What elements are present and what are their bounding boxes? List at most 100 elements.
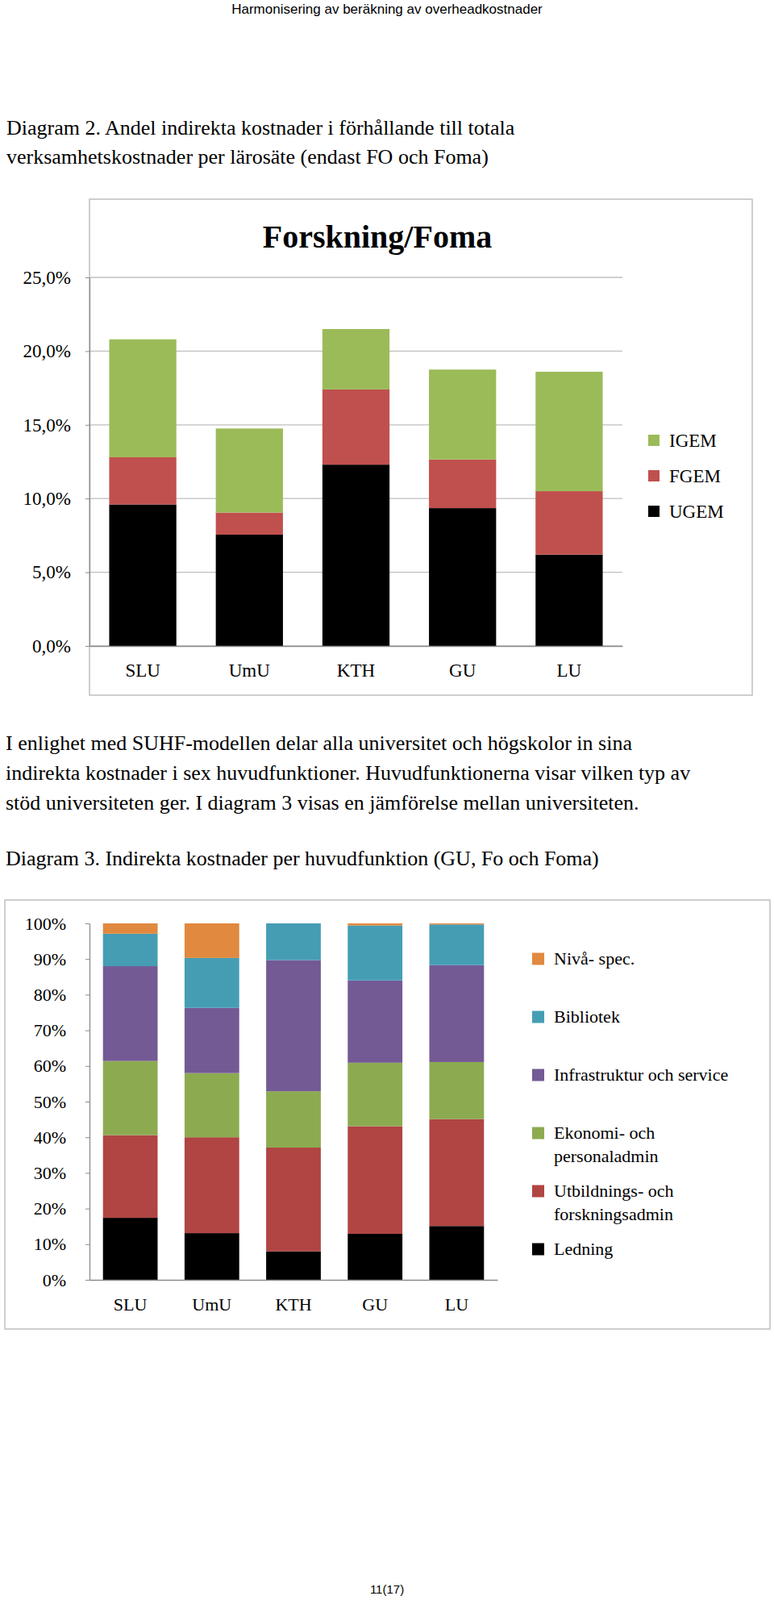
y-tick-label: 25,0%: [23, 267, 71, 288]
legend: Nivå- spec.BibliotekInfrastruktur och se…: [532, 948, 729, 1259]
y-tick-label: 15,0%: [23, 415, 71, 436]
legend-swatch: [648, 434, 660, 446]
y-tick-label: 50%: [33, 1091, 67, 1112]
y-tick-mark: [85, 277, 90, 279]
paragraph-line: I enlighet med SUHF-modellen delar alla …: [5, 731, 633, 755]
y-tick-mark: [85, 572, 90, 574]
y-tick: 10%: [33, 1233, 90, 1254]
bar-segment: [347, 923, 403, 926]
bar-segment: [428, 1061, 484, 1120]
y-tick-mark: [85, 1101, 90, 1103]
bar-segment: [108, 339, 176, 458]
page-number: 11(17): [370, 1581, 404, 1596]
legend-label-line: FGEM: [669, 466, 721, 487]
bar-segment: [428, 369, 496, 460]
bar-segment: [347, 1233, 403, 1280]
bar-segment: [266, 923, 321, 961]
x-tick: UmU: [228, 660, 271, 681]
bar-segment: [535, 371, 603, 492]
x-axis: SLUUmUKTHGULU: [90, 1280, 499, 1315]
y-tick-label: 10%: [33, 1233, 67, 1254]
legend-label-line: Bibliotek: [553, 1006, 621, 1027]
y-tick: 10,0%: [23, 488, 90, 509]
bar-segment: [535, 554, 603, 646]
bar-segment: [428, 1119, 484, 1227]
bar-segment: [428, 965, 484, 1062]
bar-segment: [184, 1136, 240, 1233]
x-axis-line: [90, 645, 624, 647]
bar-segment: [103, 1217, 159, 1280]
bar-segment: [103, 933, 159, 966]
x-tick-label: SLU: [113, 1294, 148, 1315]
bar-segment: [266, 1090, 321, 1148]
y-tick-label: 40%: [33, 1127, 67, 1148]
bar-segment: [322, 328, 390, 390]
y-tick-label: 20,0%: [23, 341, 71, 362]
y-tick-mark: [85, 424, 90, 426]
y-tick-label: 0,0%: [32, 636, 71, 657]
legend-label-line: Utbildnings- och: [553, 1180, 675, 1201]
x-tick: GU: [362, 1294, 388, 1315]
legend-label: FGEM: [669, 466, 721, 487]
x-tick: GU: [449, 660, 477, 681]
bar-segment: [535, 491, 603, 555]
legend-label: IGEM: [669, 430, 717, 451]
legend-label: Nivå- spec.: [553, 948, 635, 969]
x-tick-label: KTH: [337, 660, 375, 681]
y-tick-mark: [85, 1030, 90, 1032]
bar-segment: [428, 507, 496, 646]
x-tick-label: UmU: [191, 1294, 232, 1315]
y-tick: 0,0%: [32, 636, 90, 657]
paragraph-line: stöd universiteten ger. I diagram 3 visa…: [5, 790, 640, 815]
legend-label: Utbildnings- ochforskningsadmin: [553, 1180, 675, 1224]
legend-swatch: [532, 1185, 545, 1198]
x-tick-label: GU: [362, 1294, 388, 1315]
y-tick-label: 90%: [33, 948, 67, 970]
y-tick: 50%: [33, 1091, 90, 1112]
y-tick: 15,0%: [23, 415, 90, 436]
y-tick-label: 10,0%: [23, 488, 71, 509]
bar-segment: [216, 512, 283, 535]
y-tick-label: 30%: [33, 1162, 67, 1183]
caption: Diagram 2. Andel indirekta kostnader i f…: [6, 116, 516, 140]
y-tick: 5,0%: [32, 561, 90, 583]
bar-segment: [347, 1125, 403, 1233]
y-tick-label: 80%: [33, 984, 67, 1005]
legend-swatch: [532, 952, 545, 966]
y-tick-label: 5,0%: [32, 561, 71, 583]
y-axis-line: [89, 923, 91, 1281]
bar-segment: [184, 1073, 240, 1138]
x-tick: SLU: [124, 660, 161, 681]
legend-label: UGEM: [669, 501, 725, 522]
y-tick-mark: [85, 958, 90, 960]
y-tick-label: 100%: [24, 913, 67, 934]
x-tick-label: GU: [449, 660, 477, 681]
legend-label-line: Ledning: [553, 1238, 613, 1259]
x-tick-label: LU: [557, 660, 583, 681]
chart-title: Forskning/Foma: [262, 218, 492, 255]
y-tick: 100%: [24, 913, 90, 934]
x-tick: LU: [445, 1294, 469, 1315]
legend-swatch: [648, 505, 660, 517]
bar-segment: [266, 960, 321, 1092]
y-tick-mark: [85, 1208, 90, 1210]
bar-segment: [108, 457, 176, 504]
bar-segment: [347, 980, 403, 1063]
y-tick: 0%: [42, 1269, 90, 1290]
chart: 0%10%20%30%40%50%60%70%80%90%100%SLUUmUK…: [4, 899, 770, 1329]
bars: [103, 923, 485, 1280]
page-header: Harmonisering av beräkning av overheadko…: [231, 1, 543, 17]
x-tick: SLU: [113, 1294, 148, 1315]
x-tick: UmU: [191, 1294, 232, 1315]
y-tick: 25,0%: [23, 267, 90, 288]
y-tick: 20,0%: [23, 341, 90, 362]
bar-segment: [216, 428, 283, 512]
x-tick: KTH: [337, 660, 375, 681]
y-tick-mark: [85, 1244, 90, 1245]
bar-segment: [103, 1135, 159, 1219]
y-tick: 90%: [33, 948, 90, 970]
bar-segment: [103, 965, 159, 1062]
y-tick-mark: [85, 350, 90, 352]
grid: [89, 277, 623, 646]
bar-segment: [184, 1232, 240, 1280]
